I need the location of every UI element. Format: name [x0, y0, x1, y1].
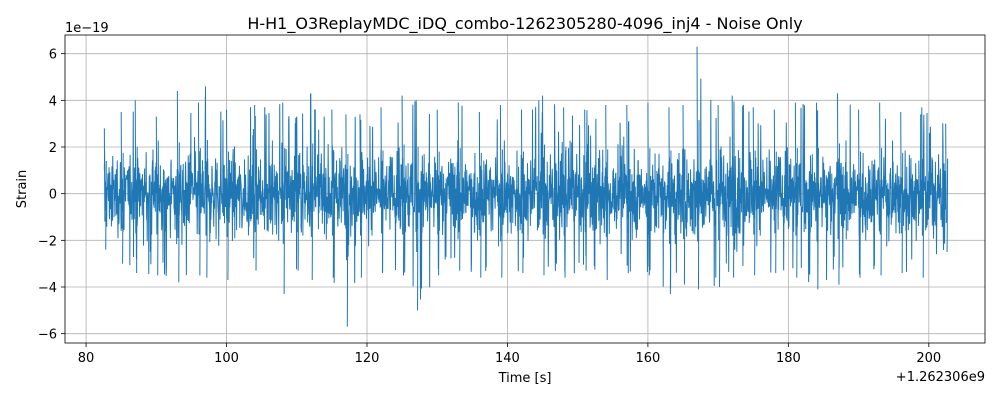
x-tick-label: 180: [776, 351, 801, 366]
y-tick-label: −2: [38, 234, 57, 249]
x-tick-label: 160: [635, 351, 660, 366]
y-tick-label: 6: [49, 48, 57, 63]
chart-title: H-H1_O3ReplayMDC_iDQ_combo-1262305280-40…: [247, 14, 802, 34]
y-tick-label: −6: [38, 328, 57, 343]
x-axis-label: Time [s]: [498, 371, 552, 386]
plot-frame: [64, 34, 986, 344]
y-axis: −6 −4 −2 0 2 4 6: [38, 48, 65, 343]
x-tick-label: 200: [916, 351, 941, 366]
y-tick-label: 0: [49, 188, 57, 203]
series-group: [103, 46, 949, 327]
x-tick-label: 120: [355, 351, 380, 366]
y-tick-label: 2: [49, 141, 57, 156]
x-tick-label: 140: [495, 351, 520, 366]
x-tick-label: 100: [214, 351, 239, 366]
x-axis: 80 100 120 140 160 180 200: [78, 343, 941, 366]
x-tick-label: 80: [78, 351, 95, 366]
y-axis-label: Strain: [15, 170, 30, 209]
y-tick-label: 4: [49, 94, 57, 109]
y-tick-label: −4: [38, 281, 57, 296]
y-exponent-label: 1e−19: [65, 21, 109, 36]
strain-series-line: [103, 46, 949, 327]
x-offset-label: +1.262306e9: [896, 370, 985, 385]
